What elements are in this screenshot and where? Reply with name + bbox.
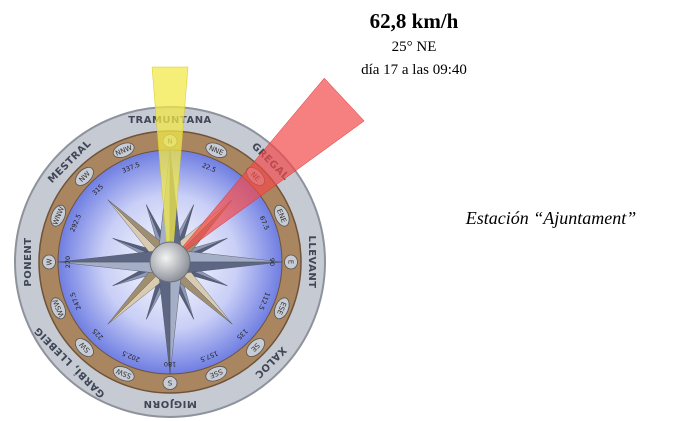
wind-direction: 25° NE <box>392 39 437 55</box>
wind-name: PONENT <box>23 237 34 286</box>
degree-label: 270 <box>64 256 72 268</box>
station-name: Estación “Ajuntament” <box>465 208 637 228</box>
wind-speed: 62,8 km/h <box>370 9 459 33</box>
hub <box>150 242 190 282</box>
degree-label: 90 <box>268 258 276 266</box>
wind-name: MIGJORN <box>143 398 197 409</box>
point-label: W <box>46 258 54 265</box>
wind-name: LLEVANT <box>306 235 317 288</box>
measure-time: día 17 a las 09:40 <box>361 62 467 78</box>
wind-widget: 62,8 km/h 25° NE día 17 a las 09:40 Esta… <box>0 0 673 421</box>
point-label: E <box>287 260 295 264</box>
degree-label: 180 <box>164 360 176 368</box>
point-label: S <box>167 379 172 387</box>
